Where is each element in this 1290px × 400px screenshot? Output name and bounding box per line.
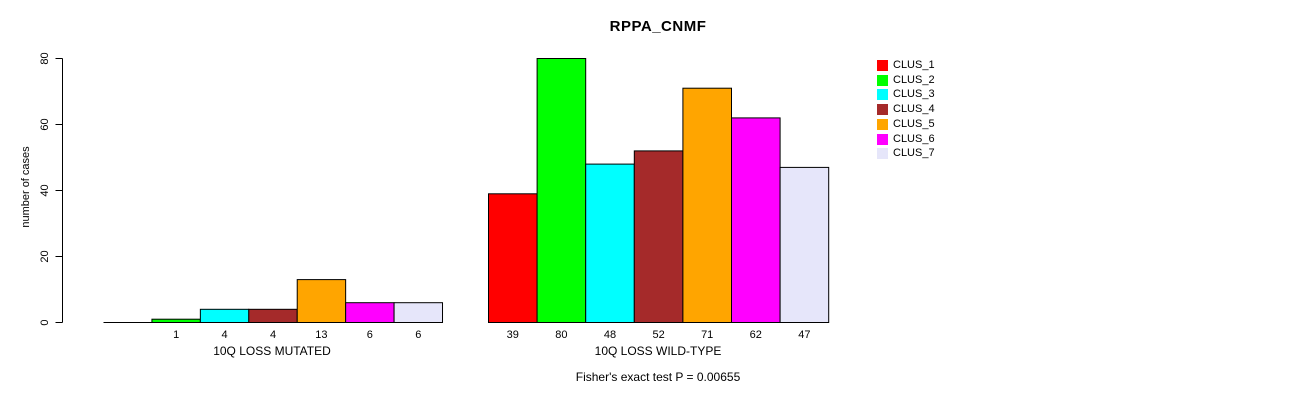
legend-item-clus_6: CLUS_6 [877, 132, 935, 147]
legend-label: CLUS_1 [893, 58, 935, 71]
legend-swatch-clus_7 [877, 148, 888, 160]
bar-CLUS_4-group1 [248, 308, 298, 323]
bar-CLUS_3-group1 [199, 308, 250, 323]
bar-CLUS_4-group2 [633, 150, 684, 323]
bar-CLUS_5-group1 [296, 279, 347, 324]
fisher-test-caption: Fisher's exact test P = 0.00655 [575, 370, 741, 384]
legend-label: CLUS_5 [893, 117, 935, 130]
group-label-mutated: 10Q LOSS MUTATED [213, 344, 331, 358]
legend-item-clus_7: CLUS_7 [877, 147, 935, 162]
legend-swatch-clus_3 [877, 89, 888, 101]
bar-value-label: 1 [173, 329, 179, 341]
bar-CLUS_6-group1 [345, 302, 395, 324]
legend-label: CLUS_2 [893, 73, 935, 86]
legend-swatch-clus_4 [877, 104, 888, 116]
bar-value-label: 62 [750, 329, 762, 341]
bar-value-label: 48 [604, 329, 616, 341]
bar-value-label: 71 [701, 329, 713, 341]
legend-item-clus_4: CLUS_4 [877, 102, 935, 117]
bar-value-label: 47 [798, 329, 810, 341]
bar-CLUS_7-group2 [779, 166, 830, 323]
y-axis-label: number of cases [20, 146, 32, 228]
y-tick-label: 80 [39, 52, 51, 64]
y-tick-label: 40 [39, 184, 51, 196]
bar-value-label: 39 [507, 329, 519, 341]
legend-label: CLUS_3 [893, 88, 935, 101]
y-tick-label: 0 [39, 319, 51, 325]
legend-swatch-clus_2 [877, 74, 888, 86]
bar-value-label: 4 [222, 329, 228, 341]
group-label-wild-type: 10Q LOSS WILD-TYPE [594, 344, 722, 358]
y-tick-label: 20 [39, 250, 51, 262]
legend-swatch-clus_5 [877, 118, 888, 130]
bar-CLUS_2-group2 [536, 58, 587, 323]
bar-CLUS_3-group2 [585, 163, 635, 323]
bar-value-label: 80 [555, 329, 567, 341]
bar-value-label: 52 [652, 329, 664, 341]
bar-value-label: 6 [415, 329, 421, 341]
y-tick-label: 60 [39, 118, 51, 130]
bar-value-label: 6 [367, 329, 373, 341]
legend-item-clus_5: CLUS_5 [877, 117, 935, 132]
legend-swatch-clus_1 [877, 59, 888, 71]
bar-CLUS_7-group1 [393, 302, 444, 324]
legend-swatch-clus_6 [877, 133, 888, 145]
legend-item-clus_3: CLUS_3 [877, 88, 935, 103]
chart-title: RPPA_CNMF [609, 18, 707, 35]
cluster-legend: CLUS_1 CLUS_2 CLUS_3 CLUS_4 CLUS_5 CLUS_6 CLUS… [877, 58, 935, 161]
bar-CLUS_6-group2 [731, 117, 781, 324]
bar-CLUS_1-group2 [488, 193, 538, 323]
legend-label: CLUS_4 [893, 103, 935, 116]
legend-label: CLUS_7 [893, 147, 935, 160]
legend-label: CLUS_6 [893, 132, 935, 145]
bar-CLUS_2-group1 [151, 318, 201, 324]
legend-item-clus_2: CLUS_2 [877, 73, 935, 88]
bar-value-label: 13 [315, 329, 327, 341]
bar-value-label: 4 [270, 329, 276, 341]
legend-item-clus_1: CLUS_1 [877, 58, 935, 73]
bar-CLUS_5-group2 [682, 87, 733, 323]
